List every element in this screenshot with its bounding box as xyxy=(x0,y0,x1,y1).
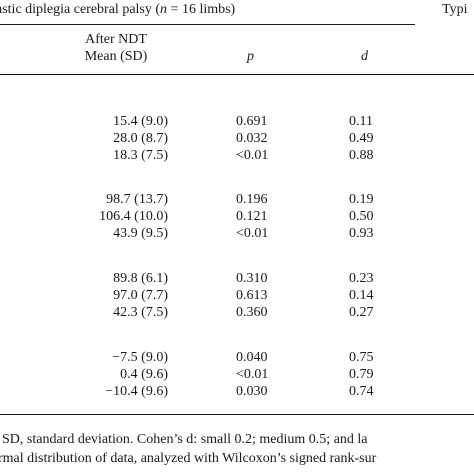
bottom-rule xyxy=(0,414,474,415)
cell-d: 0.93 xyxy=(349,226,374,241)
group-heading-right: Typi xyxy=(442,2,468,17)
cell-p: <0.01 xyxy=(236,148,269,163)
cell-mean: 89.8 (6.1) xyxy=(113,271,168,286)
cell-p: <0.01 xyxy=(236,367,269,382)
cell-d: 0.27 xyxy=(349,305,374,320)
cell-mean: 106.4 (10.0) xyxy=(99,209,168,224)
group-heading-n: n xyxy=(160,2,168,17)
cell-p: <0.01 xyxy=(236,226,269,241)
col-header-after-line1: After NDT xyxy=(85,32,147,47)
group-underline xyxy=(0,24,415,25)
cell-mean: 15.4 (9.0) xyxy=(113,114,168,129)
col-header-p: p xyxy=(247,49,254,64)
col-header-after-line2: Mean (SD) xyxy=(84,49,148,64)
cell-d: 0.23 xyxy=(349,271,374,286)
col-header-d: d xyxy=(361,49,368,64)
cell-d: 0.14 xyxy=(349,288,374,303)
group-heading-prefix: astic diplegia cerebral palsy ( xyxy=(0,2,161,17)
cell-p: 0.032 xyxy=(236,131,268,146)
cell-p: 0.040 xyxy=(236,350,268,365)
footnote-line1: SD, standard deviation. Cohen’s d: small… xyxy=(2,432,368,447)
cell-mean: 0.4 (9.6) xyxy=(120,367,168,382)
footnote-line2: rmal distribution of data, analyzed with… xyxy=(0,451,377,466)
cell-d: 0.49 xyxy=(349,131,374,146)
group-heading: astic diplegia cerebral palsy (n = 16 li… xyxy=(0,2,235,18)
cell-mean: −10.4 (9.6) xyxy=(105,384,168,399)
cell-p: 0.310 xyxy=(236,271,268,286)
cell-d: 0.75 xyxy=(349,350,374,365)
cell-d: 0.88 xyxy=(349,148,374,163)
cell-d: 0.79 xyxy=(349,367,374,382)
cell-p: 0.030 xyxy=(236,384,268,399)
cell-p: 0.121 xyxy=(236,209,268,224)
cell-mean: 97.0 (7.7) xyxy=(113,288,168,303)
cell-p: 0.613 xyxy=(236,288,268,303)
cell-mean: 28.0 (8.7) xyxy=(113,131,168,146)
cell-d: 0.50 xyxy=(349,209,374,224)
cell-p: 0.360 xyxy=(236,305,268,320)
cell-d: 0.74 xyxy=(349,384,374,399)
cell-mean: −7.5 (9.0) xyxy=(112,350,168,365)
cell-p: 0.196 xyxy=(236,192,268,207)
cell-d: 0.11 xyxy=(349,114,373,129)
cell-p: 0.691 xyxy=(236,114,268,129)
cell-mean: 42.3 (7.5) xyxy=(113,305,168,320)
cell-mean: 18.3 (7.5) xyxy=(113,148,168,163)
group-heading-suffix: = 16 limbs) xyxy=(167,2,236,17)
cell-mean: 98.7 (13.7) xyxy=(106,192,168,207)
header-rule xyxy=(0,74,474,75)
cell-mean: 43.9 (9.5) xyxy=(113,226,168,241)
cell-d: 0.19 xyxy=(349,192,374,207)
